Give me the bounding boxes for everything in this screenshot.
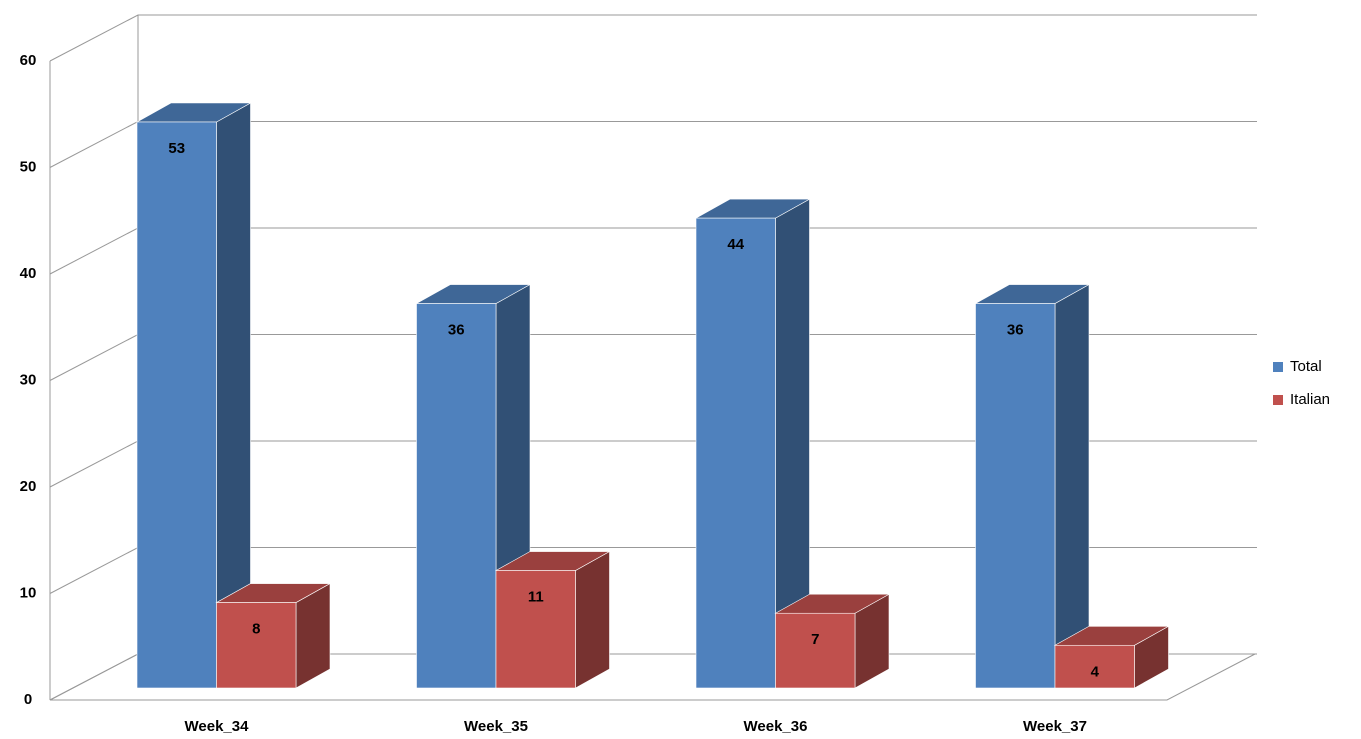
bar xyxy=(136,121,217,689)
grid-line xyxy=(49,14,1257,62)
x-tick-label: Week_37 xyxy=(1023,718,1087,735)
y-tick-label: 60 xyxy=(20,52,37,69)
x-tick-label: Week_36 xyxy=(744,718,808,735)
legend-swatch xyxy=(1273,362,1283,372)
data-label: 36 xyxy=(1007,322,1024,339)
y-tick-label: 40 xyxy=(20,265,37,282)
data-label: 4 xyxy=(1091,663,1100,680)
y-tick-label: 30 xyxy=(20,371,37,388)
data-label: 36 xyxy=(448,322,465,339)
data-label: 7 xyxy=(811,631,819,648)
legend-label: Total xyxy=(1290,358,1322,375)
bar-side xyxy=(1054,284,1090,689)
x-tick-label: Week_35 xyxy=(464,718,528,735)
bar xyxy=(495,570,576,689)
bar xyxy=(1054,644,1135,689)
y-tick-label: 50 xyxy=(20,158,37,175)
data-label: 8 xyxy=(252,621,260,638)
y-tick-label: 10 xyxy=(20,584,37,601)
y-tick-label: 0 xyxy=(24,691,32,708)
legend-label: Italian xyxy=(1290,391,1330,408)
data-label: 53 xyxy=(168,140,185,157)
legend-swatch xyxy=(1273,395,1283,405)
data-label: 44 xyxy=(727,236,744,253)
y-tick-label: 20 xyxy=(20,478,37,495)
bar xyxy=(775,612,856,689)
data-label: 11 xyxy=(528,588,544,605)
bar-side xyxy=(575,551,610,689)
x-tick-label: Week_34 xyxy=(185,718,250,735)
bar xyxy=(416,303,497,689)
bar xyxy=(695,217,776,689)
bar xyxy=(216,602,297,689)
bar xyxy=(975,303,1056,689)
